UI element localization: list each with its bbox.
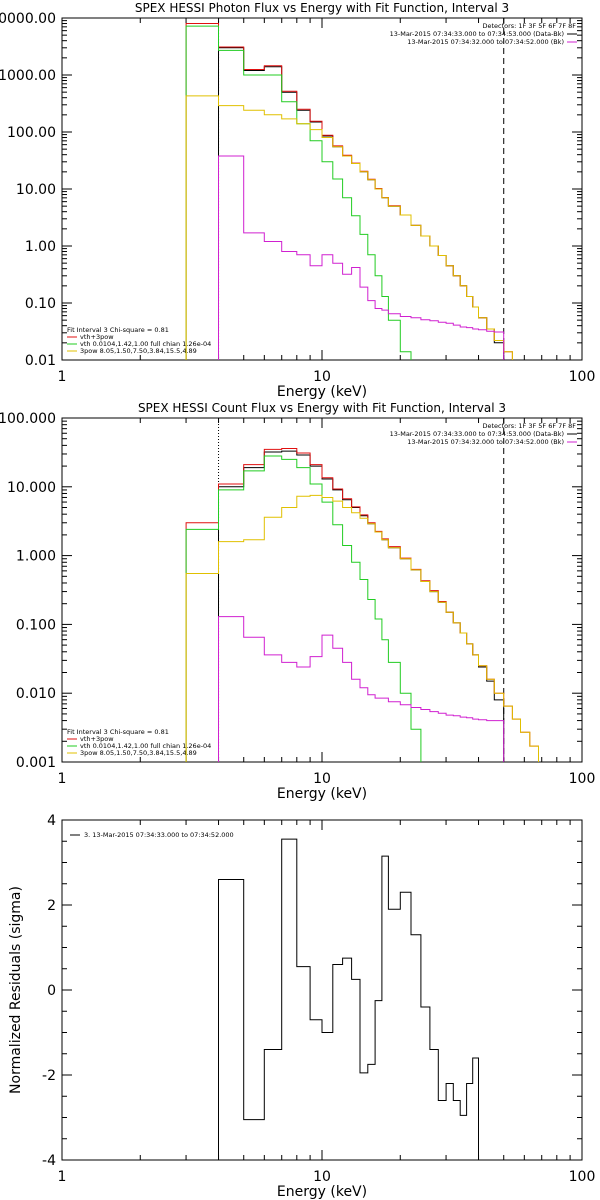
residuals-chart: Energy (keV) Normalized Residuals (sigma…: [8, 813, 595, 1200]
y-tick-label: 4: [47, 813, 56, 829]
x-tick-label: 10: [313, 771, 331, 787]
y-tick-label: 0.001: [16, 755, 56, 771]
red-histogram-series: [185, 23, 539, 360]
fit-legend-entry-total: vth+3pow: [80, 735, 114, 743]
chart-title: SPEX HESSI Count Flux vs Energy with Fit…: [138, 401, 506, 415]
x-tick-label: 1: [58, 1169, 67, 1185]
photon-flux-chart: SPEX HESSI Photon Flux vs Energy with Fi…: [0, 1, 595, 400]
fit-legend-entry-thermal: vth 0.0104,1.42,1.00 full chian 1.26e-04: [80, 742, 211, 750]
y-tick-label: 100.00: [7, 125, 56, 141]
y-tick-label: 0: [47, 983, 56, 999]
legend-entry-background: 13-Mar-2015 07:34:32.000 to 07:34:52.000…: [407, 38, 564, 46]
y-tick-label: -4: [42, 1153, 56, 1169]
black-histogram-series: [218, 47, 505, 360]
chart-title: SPEX HESSI Photon Flux vs Energy with Fi…: [135, 1, 509, 15]
y-axis-label: Normalized Residuals (sigma): [8, 886, 24, 1094]
legend-entry-data: 13-Mar-2015 07:34:33.000 to 07:34:53.000…: [390, 430, 564, 438]
y-tick-label: 100.000: [0, 411, 56, 427]
magenta-histogram-series: [218, 155, 505, 360]
y-tick-label: 0.100: [16, 617, 56, 633]
y-tick-label: 2: [47, 898, 56, 914]
black-histogram-series: [218, 838, 479, 1160]
yellow-histogram-series: [185, 95, 539, 360]
y-tick-label: 1.00: [25, 239, 56, 255]
x-tick-label: 10: [313, 1169, 331, 1185]
x-tick-label: 100: [569, 771, 596, 787]
y-tick-label: -2: [42, 1068, 56, 1084]
y-tick-label: 1000.00: [0, 68, 56, 84]
detectors-label: Detectors: 1F 3F 5F 6F 7F 8F: [482, 22, 576, 30]
red-histogram-series: [185, 448, 539, 762]
plot-frame: [61, 819, 583, 1161]
fit-legend-entry-powerlaw: 3pow 8.05,1.50,7.50,3.84,15.5,4.89: [80, 749, 197, 757]
count-flux-chart: SPEX HESSI Count Flux vs Energy with Fit…: [0, 401, 595, 802]
x-axis-label: Energy (keV): [277, 384, 367, 400]
y-tick-label: 0.01: [25, 353, 56, 369]
y-tick-label: 0.010: [16, 686, 56, 702]
x-tick-label: 1: [58, 771, 67, 787]
legend-entry-background: 13-Mar-2015 07:34:32.000 to 07:34:52.000…: [407, 438, 564, 446]
fit-legend-entry-total: vth+3pow: [80, 333, 114, 341]
fit-legend-entry-thermal: vth 0.0104,1.42,1.00 full chian 1.26e-04: [80, 340, 211, 348]
yellow-histogram-series: [185, 494, 539, 762]
y-tick-label: 0.10: [25, 296, 56, 312]
green-histogram-series: [185, 455, 422, 762]
x-axis-label: Energy (keV): [277, 1184, 367, 1200]
detectors-label: Detectors: 1F 3F 5F 6F 7F 8F: [482, 422, 576, 430]
residual-legend-entry: 3. 13-Mar-2015 07:34:33.000 to 07:34:52.…: [84, 831, 234, 839]
y-tick-label: 10.000: [7, 480, 56, 496]
x-tick-label: 10: [313, 369, 331, 385]
x-tick-label: 1: [58, 369, 67, 385]
fit-legend-entry-powerlaw: 3pow 8.05,1.50,7.50,3.84,15.5,4.89: [80, 347, 197, 355]
y-tick-label: 10.00: [16, 182, 56, 198]
x-axis-label: Energy (keV): [277, 786, 367, 802]
magenta-histogram-series: [218, 616, 505, 762]
green-histogram-series: [185, 25, 422, 360]
y-tick-label: 1.000: [16, 549, 56, 565]
x-tick-label: 100: [569, 1169, 596, 1185]
legend-entry-data: 13-Mar-2015 07:34:33.000 to 07:34:53.000…: [390, 30, 564, 38]
fit-legend-header: Fit Interval 3 Chi-square = 0.81: [67, 326, 169, 334]
black-histogram-series: [218, 450, 505, 762]
x-tick-label: 100: [569, 369, 596, 385]
fit-legend-header: Fit Interval 3 Chi-square = 0.81: [67, 728, 169, 736]
